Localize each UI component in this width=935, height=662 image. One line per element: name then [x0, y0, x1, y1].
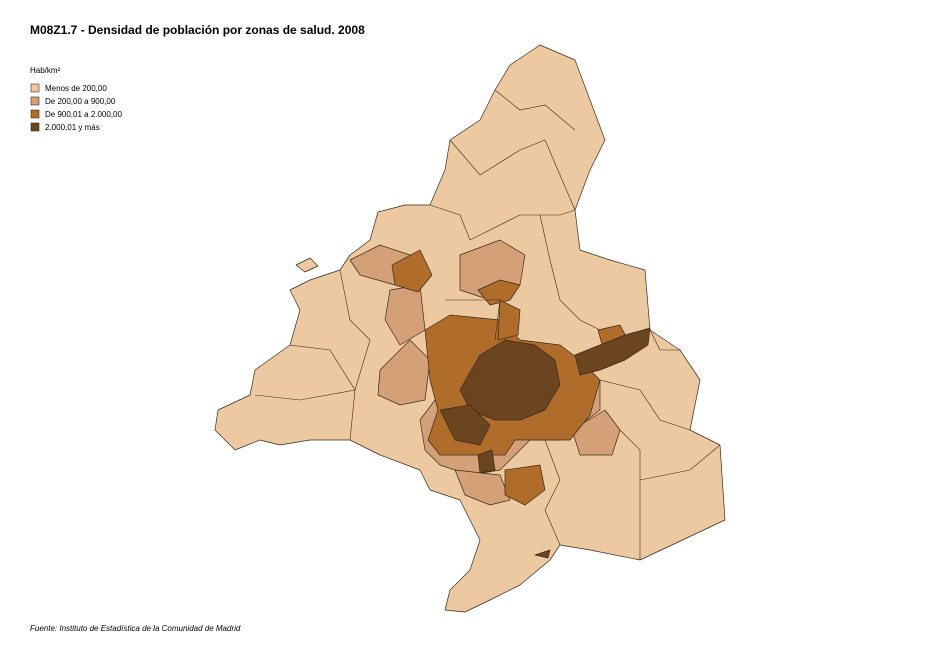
map	[214, 44, 726, 613]
zone-border	[254, 344, 356, 401]
zone-border	[449, 139, 576, 211]
zone	[534, 549, 551, 559]
zone	[439, 404, 491, 446]
zone	[459, 339, 561, 421]
zone	[454, 469, 511, 506]
legend-swatch	[30, 109, 40, 119]
legend: Menos de 200,00 De 200,00 a 900,00 De 900,…	[30, 83, 123, 132]
zone	[477, 449, 496, 474]
zone-border	[539, 214, 601, 331]
zone-border	[339, 269, 371, 441]
zone	[574, 327, 651, 376]
legend-title: Hab/km²	[30, 66, 61, 75]
legend-label: Menos de 200,00	[45, 84, 107, 93]
legend-swatch	[30, 83, 40, 93]
zone	[391, 249, 433, 293]
legend-label: De 200,00 a 900,00	[45, 97, 116, 106]
zone	[571, 409, 621, 456]
legend-label: 2.000,01 y más	[45, 123, 100, 132]
zone-border	[445, 299, 501, 341]
legend-swatch	[30, 96, 40, 106]
source-note: Fuente: Instituto de Estadística de la C…	[30, 624, 241, 633]
zone-border	[619, 429, 641, 560]
zone-border	[639, 444, 721, 481]
zone-border	[544, 439, 561, 546]
legend-label: De 900,01 a 2.000,00	[45, 110, 123, 119]
zone	[504, 464, 546, 506]
zone-border	[599, 379, 691, 431]
zone-border	[429, 204, 576, 241]
map-title: M08Z1.7 - Densidad de población por zona…	[30, 23, 365, 37]
zone	[477, 279, 521, 306]
zone-border	[649, 329, 680, 351]
zone	[295, 257, 319, 273]
zone-border	[494, 89, 576, 131]
legend-swatch	[30, 122, 40, 132]
zone	[377, 339, 431, 406]
zone	[497, 299, 521, 341]
